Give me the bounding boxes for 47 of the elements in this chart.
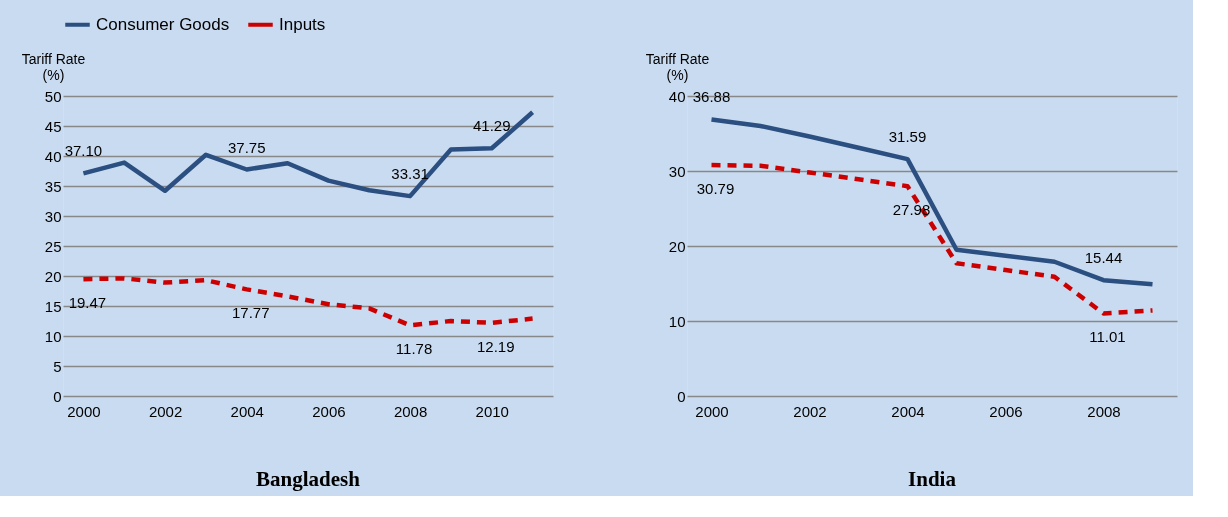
y-tick-label: 20	[44, 267, 62, 285]
y-tick-label: 15	[44, 297, 62, 315]
x-tick-label: 2000	[67, 402, 101, 420]
x-tick-label: 2002	[148, 402, 183, 420]
data-label: 27.98	[892, 201, 931, 219]
data-label: 12.19	[476, 337, 515, 355]
y-tick-label: 35	[44, 177, 62, 195]
y-tick-label: 20	[668, 237, 686, 255]
y-tick-label: 25	[44, 237, 62, 255]
data-label: 11.78	[395, 340, 433, 358]
y-tick-label: 40	[668, 87, 686, 105]
x-tick-label: 2002	[793, 402, 827, 420]
data-label: 11.01	[1089, 328, 1126, 346]
data-label: 41.29	[472, 117, 511, 135]
x-tick-label: 2004	[230, 402, 264, 420]
x-tick-label: 2004	[891, 402, 925, 420]
y-tick-label: 50	[44, 87, 62, 105]
y-tick-label: 40	[44, 147, 62, 165]
x-tick-label: 2006	[989, 402, 1023, 420]
y-tick-label: 45	[44, 117, 62, 135]
x-tick-label: 2010	[475, 402, 509, 420]
y-tick-label: 30	[44, 207, 62, 225]
data-label: 37.10	[64, 142, 103, 160]
x-tick-label: 2000	[695, 402, 729, 420]
data-label: 17.77	[231, 304, 270, 322]
data-label: 36.88	[692, 88, 731, 106]
y-tick-label: 30	[668, 162, 686, 180]
data-label: 19.47	[68, 294, 107, 312]
legend-label: Consumer Goods	[96, 14, 230, 34]
y-tick-label: 10	[44, 327, 62, 345]
data-label: 31.59	[888, 128, 927, 146]
y-tick-label: 0	[677, 387, 686, 405]
text: India	[908, 467, 957, 491]
y-tick-label: 5	[53, 357, 62, 375]
y-tick-label: 10	[668, 312, 686, 330]
text: Bangladesh	[256, 467, 361, 491]
x-tick-label: 2008	[393, 402, 428, 420]
data-label: 33.31	[391, 165, 429, 183]
x-tick-label: 2008	[1087, 402, 1121, 420]
data-label: 30.79	[696, 180, 735, 198]
y-tick-label: 0	[53, 387, 62, 405]
legend-label: Inputs	[279, 14, 326, 34]
data-label: 15.44	[1084, 249, 1123, 267]
y-axis-title: Tariff Rate (%)	[645, 50, 710, 83]
data-label: 37.75	[227, 138, 266, 156]
x-tick-label: 2006	[312, 402, 346, 420]
y-axis-title: Tariff Rate (%)	[21, 50, 86, 83]
